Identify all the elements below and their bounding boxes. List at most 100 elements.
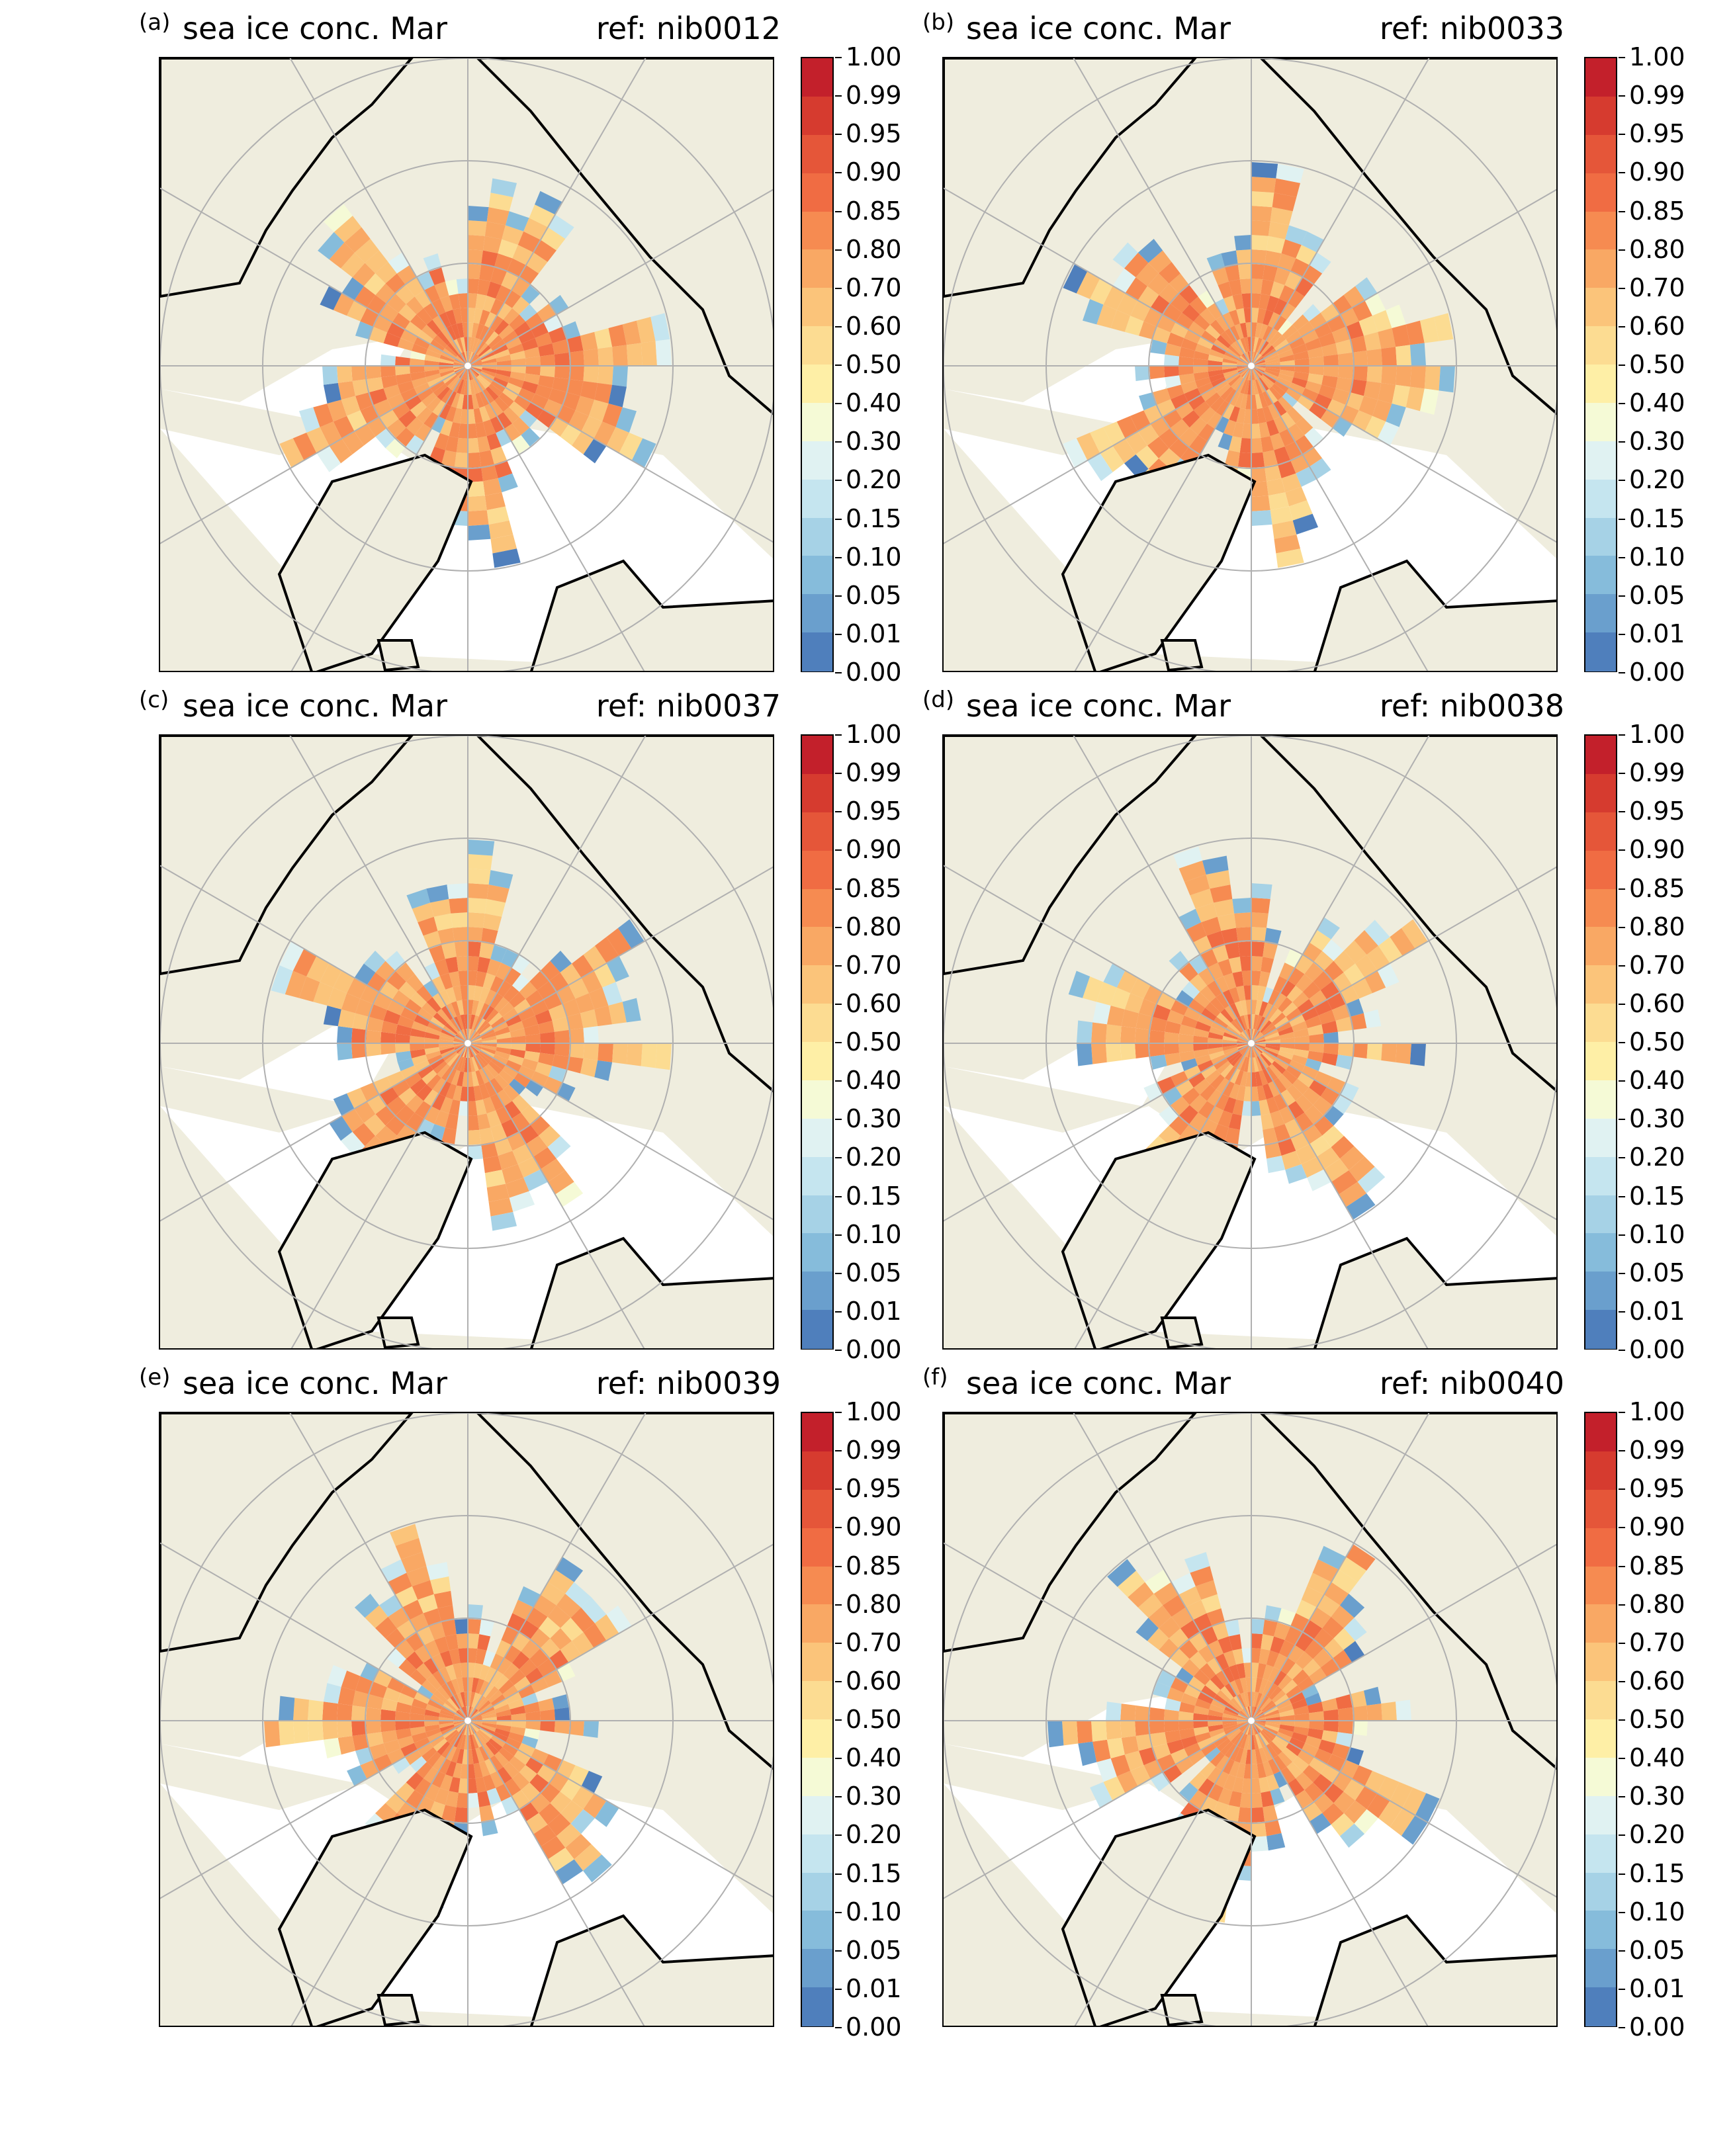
ice-cell <box>501 271 519 290</box>
ice-cell <box>1318 1739 1336 1754</box>
ice-cell <box>1149 1043 1165 1057</box>
ice-cell <box>1304 1639 1323 1659</box>
ice-cell <box>333 415 355 439</box>
ice-cell <box>1318 384 1336 400</box>
ice-cell <box>498 324 514 339</box>
ice-cell <box>1063 264 1088 294</box>
ice-cell <box>1229 309 1240 326</box>
ice-cell <box>552 1017 569 1032</box>
ice-cell <box>552 1694 569 1709</box>
ice-cell <box>449 970 461 987</box>
ice-cell <box>1230 1020 1243 1033</box>
ice-cell <box>1247 337 1251 352</box>
ice-cell <box>580 380 598 400</box>
ice-cell <box>445 1022 458 1035</box>
ice-cell <box>437 331 451 345</box>
ice-cell <box>1253 1014 1259 1029</box>
ice-cell <box>1184 874 1210 896</box>
colorbar-tick-label: 0.00 <box>1629 658 1685 687</box>
ice-cell <box>510 1726 526 1736</box>
colorbar-segment <box>1585 1004 1616 1043</box>
ice-cell <box>1179 1711 1194 1721</box>
ice-cell <box>1262 1680 1273 1696</box>
colorbar-segment <box>1585 1080 1616 1119</box>
colorbar-tick-label: 0.10 <box>846 542 902 572</box>
ice-cell <box>518 1065 535 1080</box>
ice-cell <box>1251 927 1267 943</box>
ice-cell <box>441 327 453 343</box>
ice-cell <box>424 1709 440 1717</box>
ice-cell <box>525 1667 544 1684</box>
ice-cell <box>560 1641 582 1662</box>
ice-cell <box>462 1749 468 1764</box>
ice-cell <box>1165 1053 1181 1066</box>
ice-cell <box>1274 178 1301 197</box>
ice-cell <box>1182 410 1200 428</box>
ice-cell <box>1273 1094 1288 1111</box>
ice-cell <box>1222 1722 1237 1729</box>
ice-cell <box>468 1057 472 1072</box>
colorbar-tick-label: 0.85 <box>846 1551 902 1580</box>
ice-cell <box>1245 394 1251 410</box>
ice-cell <box>414 1692 430 1704</box>
ice-cell <box>598 1043 613 1062</box>
ice-cell <box>1112 242 1138 269</box>
ice-cell <box>400 329 418 344</box>
ice-cell <box>1307 1169 1331 1191</box>
ice-cell <box>479 1760 490 1778</box>
ice-cell <box>1157 1754 1176 1772</box>
ice-cell <box>479 265 494 282</box>
ice-cell <box>510 1028 526 1038</box>
north-america <box>160 1413 414 1653</box>
ice-cell <box>496 1721 512 1727</box>
ice-cell <box>490 1670 504 1686</box>
north-america <box>944 736 1197 976</box>
ice-cell <box>427 1054 443 1065</box>
ice-cell <box>1302 1065 1319 1080</box>
ice-cell <box>482 419 496 437</box>
ice-cell <box>1158 261 1180 284</box>
ice-cell <box>414 1101 431 1119</box>
ice-cell <box>1195 1580 1218 1600</box>
ice-cell <box>581 415 603 439</box>
colorbar-tick-label: 0.70 <box>846 1627 902 1657</box>
ice-cell <box>433 1012 447 1026</box>
ice-cell <box>1230 1731 1243 1744</box>
ice-cell <box>406 1772 424 1790</box>
ice-cell <box>1240 337 1248 353</box>
ice-cell <box>1409 366 1426 389</box>
colorbar-tick-label: 0.70 <box>846 273 902 302</box>
ice-cell <box>1302 1743 1319 1757</box>
ice-cell <box>439 1043 454 1047</box>
colorbar-tick-label: 0.10 <box>846 1897 902 1926</box>
ice-cell <box>622 998 641 1023</box>
ice-cell <box>1308 1051 1324 1062</box>
ice-cell <box>439 312 451 328</box>
ice-cell <box>1265 1724 1280 1732</box>
colorbar-tick-label: 0.70 <box>1629 950 1685 980</box>
ice-cell <box>637 316 656 343</box>
ice-cell <box>496 369 512 378</box>
ice-cell <box>1364 970 1386 994</box>
ice-cell <box>1280 411 1296 429</box>
colorbar-segment <box>1585 1566 1616 1606</box>
ice-cell <box>468 1619 482 1635</box>
ice-cell <box>1175 1667 1194 1684</box>
ice-cell <box>1352 300 1372 322</box>
ice-cell <box>547 1136 571 1159</box>
ice-cell <box>442 1703 457 1713</box>
ice-cell <box>1225 1703 1240 1713</box>
ice-cell <box>453 1085 463 1101</box>
ice-cell <box>453 1056 463 1070</box>
ice-cell <box>433 383 447 397</box>
ice-cell <box>410 1756 427 1772</box>
ice-cell <box>1232 293 1244 310</box>
ice-cell <box>504 1645 521 1663</box>
ice-cell <box>449 1100 461 1116</box>
ice-cell <box>508 343 525 355</box>
colorbar-tick-label: 0.99 <box>1629 81 1685 110</box>
ice-cell <box>509 1669 526 1686</box>
ice-cell <box>380 1721 396 1733</box>
ice-cell <box>1286 330 1302 344</box>
colorbar-tick-label: 0.95 <box>846 119 902 149</box>
